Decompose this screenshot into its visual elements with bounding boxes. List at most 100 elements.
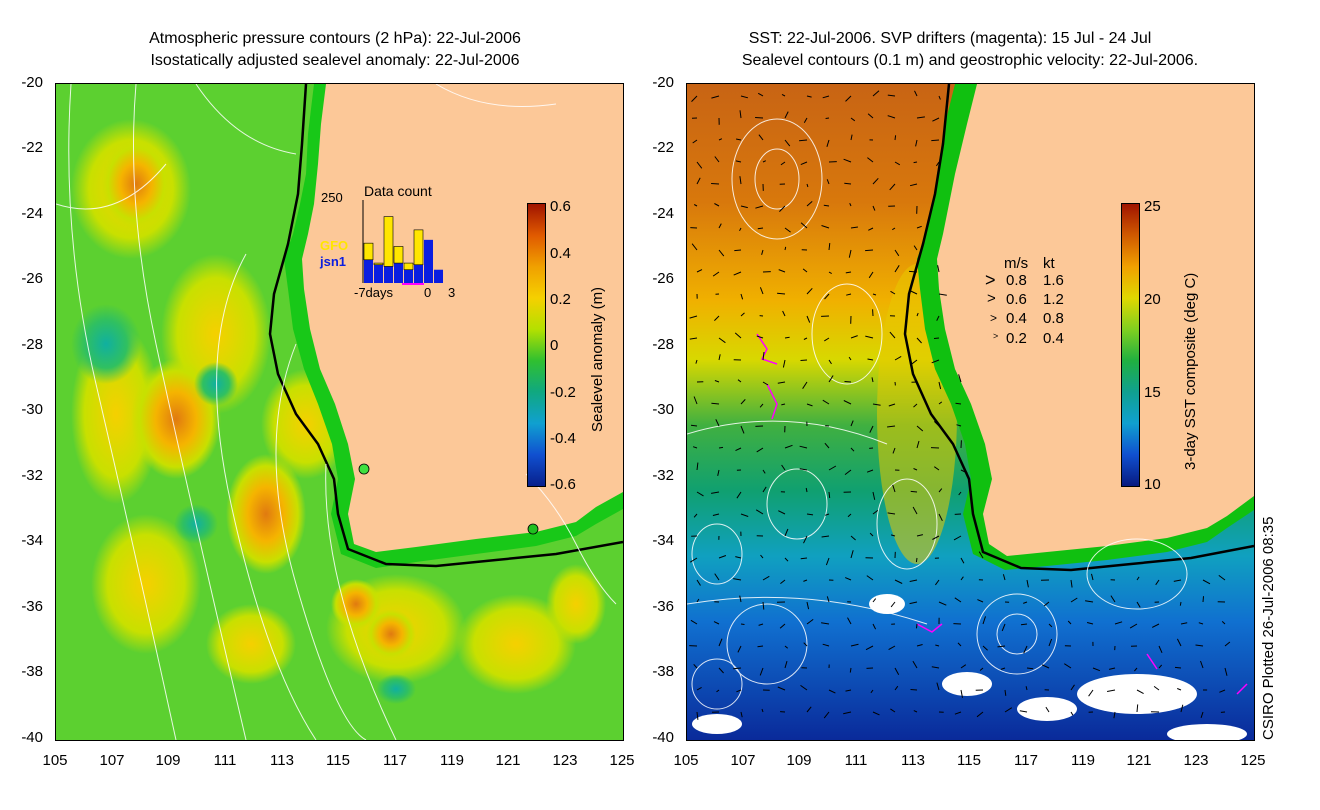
velocity-arrow — [784, 139, 791, 147]
velocity-arrow — [824, 293, 830, 300]
velocity-arrow — [894, 685, 899, 691]
velocity-arrow — [755, 117, 764, 119]
velocity-arrow — [1025, 686, 1028, 691]
velocity-arrow — [1085, 600, 1094, 603]
velocity-arrow — [824, 442, 830, 449]
velocity-arrow — [693, 663, 698, 669]
velocity-arrow — [755, 509, 764, 515]
velocity-arrow — [784, 645, 789, 649]
right-title-line2: Sealevel contours (0.1 m) and geostrophi… — [741, 52, 1199, 69]
inset-gfo-label: GFO — [320, 238, 349, 253]
velocity-arrow — [806, 601, 810, 610]
velocity-arrow — [845, 689, 852, 692]
inset-title: Data count — [364, 183, 432, 199]
inset-bar-jsn1 — [424, 239, 433, 283]
velocity-arrow — [689, 557, 698, 563]
velocity-arrow — [1158, 664, 1163, 669]
velocity-arrow — [784, 111, 789, 119]
velocity-arrow — [933, 421, 940, 427]
velocity-arrow — [850, 117, 856, 122]
velocity-arrow — [762, 352, 765, 361]
inset-bar-jsn1 — [394, 263, 403, 283]
velocity-arrow — [806, 95, 812, 98]
velocity-arrow — [714, 156, 720, 163]
velocity-arrow — [892, 227, 896, 231]
velocity-arrow — [960, 576, 964, 581]
velocity-arrow — [1177, 688, 1182, 691]
right-y-tick: -30 — [652, 401, 674, 418]
velocity-arrow — [689, 315, 698, 319]
velocity-arrow — [1224, 641, 1231, 647]
velocity-arrow — [894, 265, 900, 273]
sst-map — [686, 83, 1255, 741]
velocity-arrow — [825, 117, 830, 119]
velocity-arrow — [806, 403, 813, 407]
velocity-arrow — [1041, 664, 1050, 669]
velocity-arrow — [872, 90, 880, 97]
velocity-arrow — [1158, 645, 1163, 654]
velocity-arrow — [887, 512, 896, 515]
velocity-arrow — [736, 491, 742, 499]
velocity-arrow — [733, 271, 742, 276]
left-x-tick: 117 — [383, 752, 407, 769]
velocity-arrow — [937, 265, 940, 273]
right-y-tick: -20 — [652, 74, 674, 91]
velocity-arrow — [740, 623, 745, 625]
velocity-arrow — [958, 491, 962, 496]
inset-jsn1-label: jsn1 — [320, 254, 347, 269]
cb-tick: 15 — [1144, 384, 1161, 401]
velocity-arrow — [1195, 644, 1204, 647]
velocity-arrow — [1155, 579, 1160, 586]
left-x-tick: 107 — [99, 752, 125, 769]
legend-kt: 1.2 — [1043, 291, 1064, 308]
velocity-arrow — [916, 425, 924, 432]
right-x-tick: 111 — [844, 752, 868, 769]
velocity-arrow — [909, 270, 918, 273]
cb-tick: 0 — [550, 337, 559, 354]
velocity-arrow — [915, 139, 918, 147]
left-y-tick: -22 — [21, 139, 43, 156]
velocity-arrow — [821, 622, 830, 625]
velocity-arrow — [805, 487, 808, 493]
velocity-arrow — [713, 621, 720, 625]
velocity-arrow — [802, 268, 808, 273]
velocity-arrow — [871, 377, 874, 383]
velocity-arrow — [806, 618, 814, 625]
velocity-arrow — [935, 644, 940, 647]
velocity-arrow — [762, 469, 766, 474]
velocity-arrow — [806, 315, 811, 323]
velocity-arrow — [890, 290, 896, 295]
velocity-arrow — [850, 447, 855, 452]
velocity-arrow — [889, 183, 896, 191]
velocity-arrow — [718, 249, 725, 257]
velocity-arrow — [782, 310, 786, 317]
velocity-arrow — [780, 579, 786, 584]
velocity-arrow — [1048, 623, 1053, 628]
velocity-arrow — [800, 557, 808, 560]
velocity-arrow — [1174, 666, 1182, 669]
velocity-arrow — [784, 557, 789, 562]
velocity-arrow — [888, 645, 896, 651]
velocity-arrow — [1136, 601, 1141, 608]
velocity-arrow — [822, 95, 830, 99]
velocity-arrow — [760, 554, 764, 559]
velocity-arrow — [1136, 689, 1144, 695]
velocity-arrow — [936, 315, 940, 321]
velocity-arrow — [847, 513, 852, 518]
velocity-arrow — [1136, 576, 1140, 581]
velocity-arrow — [872, 205, 876, 211]
velocity-arrow — [890, 534, 896, 537]
velocity-arrow — [938, 601, 947, 606]
inset-bar-gfo — [383, 216, 394, 267]
velocity-arrow — [696, 177, 701, 185]
velocity-arrow — [822, 399, 830, 405]
velocity-arrow — [1070, 711, 1074, 716]
velocity-arrow — [718, 223, 722, 229]
velocity-arrow — [759, 667, 764, 676]
velocity-arrow — [784, 246, 787, 251]
velocity-arrow — [828, 271, 832, 275]
sealevel-colorbar — [527, 203, 546, 487]
velocity-arrow — [782, 359, 786, 368]
right-y-tick: -24 — [652, 205, 674, 222]
credit-text: CSIRO Plotted 26-Jul-2006 08:35 — [1260, 516, 1277, 740]
